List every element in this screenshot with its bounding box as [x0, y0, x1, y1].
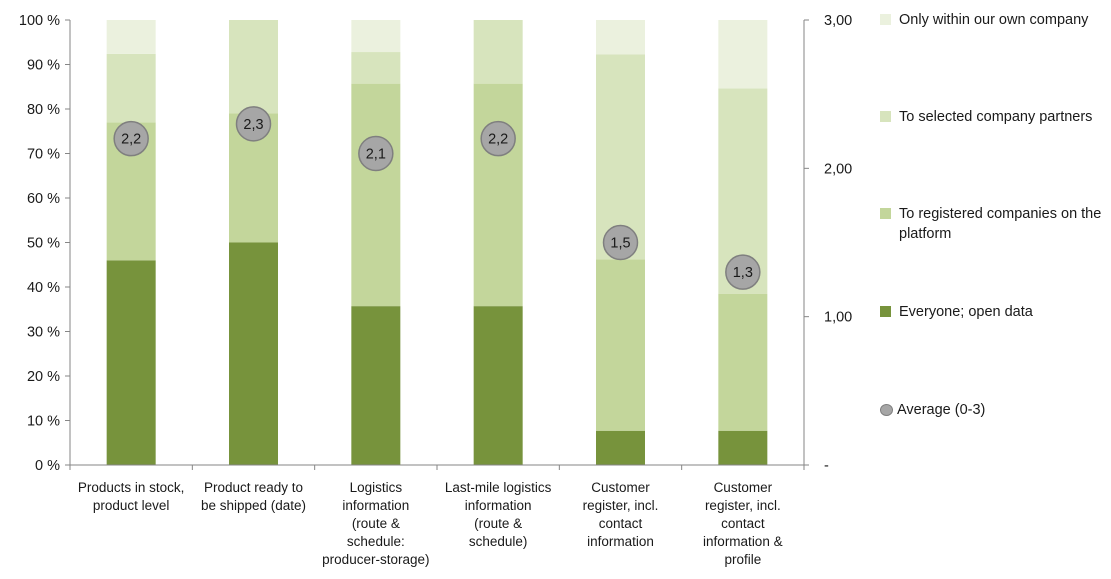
left-y-tick-label: 70 % [27, 147, 60, 163]
legend-swatch-open-data [880, 306, 891, 317]
bar-segment-2-category-6 [718, 293, 768, 431]
legend-label-selected-partners: To selected company partners [899, 109, 1093, 125]
right-y-tick-label: 2,00 [824, 161, 852, 177]
legend-item-average: Average (0-3) [880, 400, 1108, 420]
bar-segment-3-category-4 [473, 20, 523, 84]
bar-segment-4-category-1 [106, 20, 156, 54]
average-marker-4 [480, 120, 516, 157]
x-category-label-line: contact [599, 516, 643, 531]
average-marker-2 [235, 106, 272, 142]
average-data-label-5: 1,5 [610, 236, 630, 252]
bar-segment-3-category-3 [351, 52, 401, 84]
average-marker-3 [358, 135, 394, 172]
legend-label-own-company: Only within our own company [899, 12, 1089, 28]
bar-segment-3-category-2 [229, 20, 278, 114]
x-category-label-6: Customer register, incl. contact informatio… [703, 480, 783, 567]
left-y-tick-label: 90 % [27, 58, 60, 74]
average-data-label-4: 2,2 [488, 132, 508, 148]
x-category-label-line: Logistics [350, 480, 403, 495]
right-y-tick-label: 1,00 [824, 310, 852, 326]
legend-swatch-selected-partners [880, 111, 891, 122]
bar-segment-1-category-6 [718, 430, 768, 465]
legend-label-open-data: Everyone; open data [899, 304, 1033, 320]
left-y-tick-label: 40 % [27, 280, 60, 296]
bar-segment-2-category-3 [351, 83, 401, 307]
x-category-label-line: schedule) [469, 534, 528, 549]
bar-segment-1-category-5 [596, 430, 645, 465]
x-category-label-line: profile [724, 552, 761, 567]
x-category-label-5: Customer register, incl. contact informatio… [583, 480, 659, 549]
left-y-tick-label: 100 % [19, 13, 60, 29]
bar-segment-1-category-3 [351, 306, 401, 465]
x-category-label-line: (route & [474, 516, 522, 531]
x-category-label-4: Last-mile logistics information (route & sc… [445, 480, 552, 549]
x-category-label-line: register, incl. [705, 498, 781, 513]
average-data-label-2: 2,3 [243, 117, 263, 133]
x-category-label-line: contact [721, 516, 765, 531]
right-y-tick-label: 3,00 [824, 13, 852, 29]
bar-segment-1-category-2 [229, 242, 278, 465]
legend-item-registered-companies: To registered companies on the platform [880, 204, 1108, 244]
left-y-tick-label: 0 % [35, 458, 60, 474]
bar-segment-2-category-4 [473, 83, 523, 307]
x-category-label-line: Products in stock, [78, 480, 185, 495]
x-category-label-line: Customer [591, 480, 650, 495]
legend-label-registered-companies: To registered companies on the platform [899, 206, 1102, 242]
x-category-label-line: information [465, 498, 532, 513]
x-category-label-line: Product ready to [204, 480, 303, 495]
right-y-tick-label: - [824, 458, 829, 474]
left-y-tick-label: 10 % [27, 414, 60, 430]
bar-segment-4-category-5 [596, 20, 645, 55]
x-category-label-line: (route & [352, 516, 400, 531]
x-category-label-line: producer-storage) [322, 552, 429, 567]
x-category-label-line: information [342, 498, 409, 513]
x-category-label-line: information [587, 534, 654, 549]
bar-segment-1-category-1 [106, 260, 156, 465]
bar-segment-1-category-4 [473, 306, 523, 465]
x-category-label-1: Products in stock, product level [78, 480, 185, 513]
legend-item-open-data: Everyone; open data [880, 302, 1108, 322]
legend-item-selected-partners: To selected company partners [880, 107, 1108, 127]
x-category-label-line: Customer [714, 480, 773, 495]
bar-segment-4-category-6 [718, 20, 768, 89]
bar-segment-2-category-5 [596, 259, 645, 431]
x-category-label-2: Product ready to be shipped (date) [201, 480, 306, 513]
average-data-label-1: 2,2 [121, 132, 141, 148]
x-category-label-line: be shipped (date) [201, 498, 306, 513]
average-data-label-3: 2,1 [366, 147, 386, 163]
bar-segment-3-category-1 [106, 53, 156, 123]
left-y-tick-label: 80 % [27, 102, 60, 118]
x-category-label-line: register, incl. [583, 498, 659, 513]
x-category-label-line: information & [703, 534, 783, 549]
legend-item-own-company: Only within our own company [880, 10, 1108, 30]
average-marker-5 [602, 224, 639, 261]
legend-marker-average [880, 404, 893, 416]
legend-label-average: Average (0-3) [897, 402, 986, 418]
average-marker-1 [113, 120, 149, 157]
legend-swatch-registered-companies [880, 208, 891, 219]
average-data-label-6: 1,3 [733, 265, 753, 281]
left-y-tick-label: 60 % [27, 191, 60, 207]
x-category-label-line: product level [93, 498, 170, 513]
bar-segment-4-category-3 [351, 20, 401, 53]
x-category-label-3: Logistics information (route & schedule: pro… [322, 480, 429, 567]
average-marker-6 [725, 254, 761, 290]
x-category-label-line: Last-mile logistics [445, 480, 552, 495]
x-category-label-line: schedule: [347, 534, 405, 549]
left-y-tick-label: 20 % [27, 369, 60, 385]
left-y-tick-label: 50 % [27, 236, 60, 252]
left-y-tick-label: 30 % [27, 325, 60, 341]
legend-swatch-own-company [880, 14, 891, 25]
